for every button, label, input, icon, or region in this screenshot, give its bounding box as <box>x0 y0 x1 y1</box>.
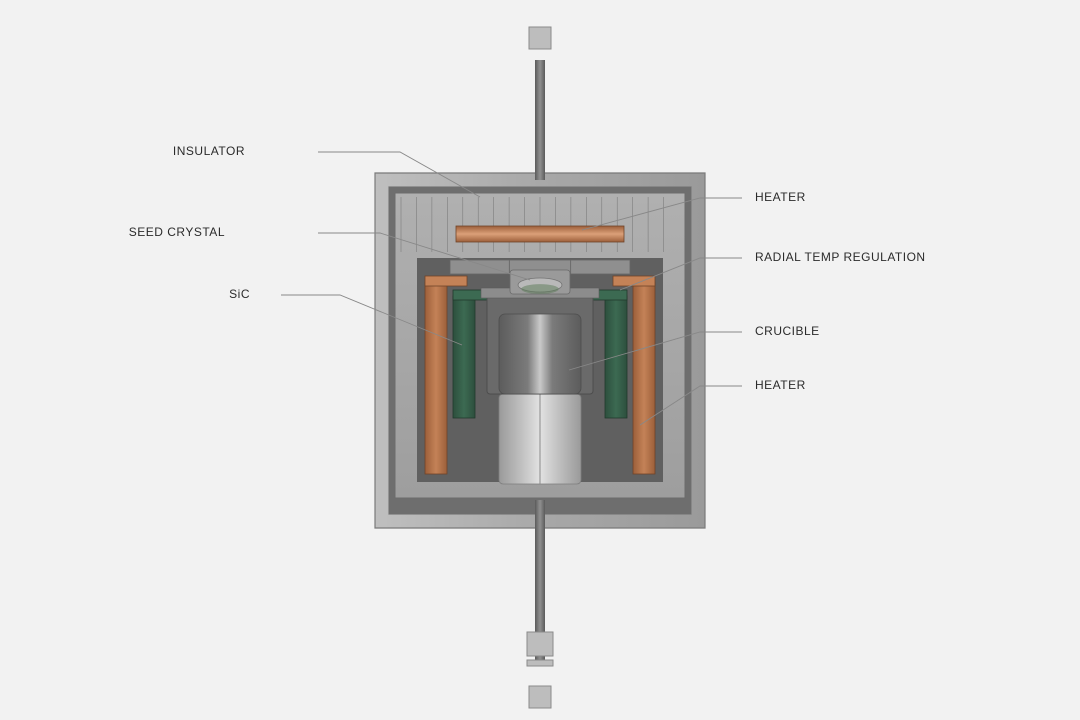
heater-side-left <box>425 282 447 474</box>
heater-top-bar <box>456 226 624 242</box>
label-sic: SiC <box>229 287 250 301</box>
label-crucible: CRUCIBLE <box>755 324 820 338</box>
label-insulator: INSULATOR <box>173 144 245 158</box>
label-radial-temp: RADIAL TEMP REGULATION <box>755 250 926 264</box>
connector-block <box>527 632 553 656</box>
label-heater-side: HEATER <box>755 378 806 392</box>
diagram-stage: INSULATOR SEED CRYSTAL SiC HEATER RADIAL… <box>0 0 1080 720</box>
furnace-diagram <box>0 0 1080 720</box>
rod-top-front <box>535 60 545 180</box>
connector-base <box>527 660 553 666</box>
sic-left <box>453 296 475 418</box>
stub-top <box>529 27 551 49</box>
label-seed-crystal: SEED CRYSTAL <box>129 225 225 239</box>
heater-cap-left <box>425 276 467 286</box>
crucible-inner <box>499 314 581 394</box>
heater-side-right <box>633 282 655 474</box>
stub-bottom <box>529 686 551 708</box>
label-heater-top: HEATER <box>755 190 806 204</box>
sic-right <box>605 296 627 418</box>
